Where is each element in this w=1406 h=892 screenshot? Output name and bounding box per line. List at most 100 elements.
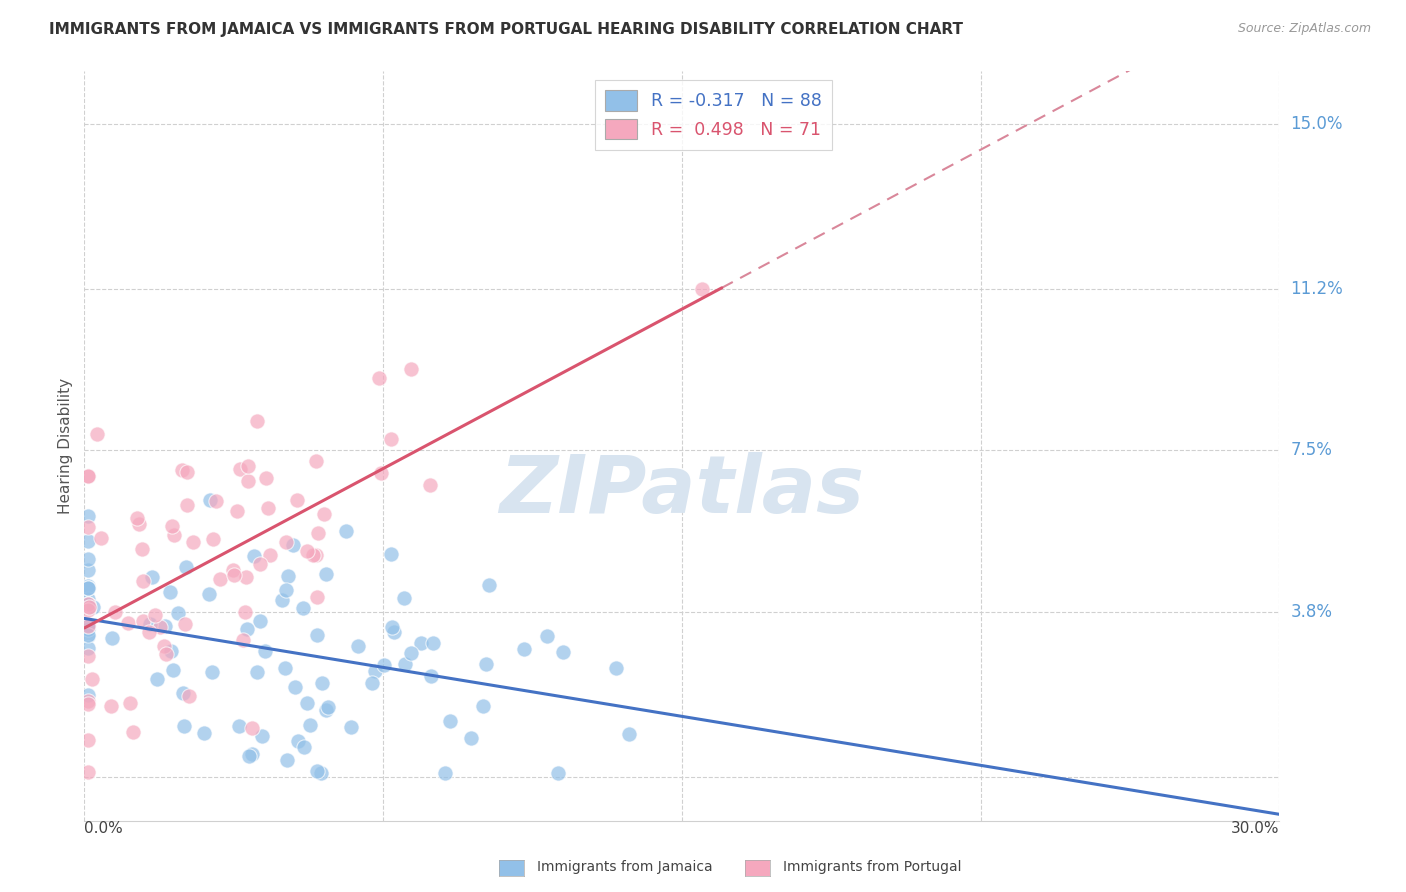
Point	[82, 599, 104, 614]
Point	[77, 579, 100, 593]
Point	[228, 719, 250, 733]
Point	[401, 647, 423, 661]
Point	[201, 665, 224, 680]
Point	[222, 563, 245, 577]
Text: Source: ZipAtlas.com: Source: ZipAtlas.com	[1237, 22, 1371, 36]
Text: 3.8%: 3.8%	[1291, 602, 1333, 621]
Point	[77, 603, 100, 617]
Point	[305, 549, 328, 563]
Point	[177, 689, 200, 703]
Point	[77, 640, 100, 655]
Text: 7.5%: 7.5%	[1291, 442, 1333, 459]
Point	[235, 605, 257, 619]
Point	[77, 581, 100, 595]
Point	[399, 362, 422, 376]
Point	[100, 699, 122, 714]
Point	[77, 592, 100, 607]
Point	[229, 461, 252, 475]
Point	[305, 591, 328, 605]
Point	[235, 569, 257, 583]
Point	[77, 618, 100, 632]
Text: Immigrants from Jamaica: Immigrants from Jamaica	[537, 860, 713, 874]
Point	[422, 635, 444, 649]
Text: Immigrants from Portugal: Immigrants from Portugal	[783, 860, 962, 874]
Point	[132, 615, 155, 629]
Text: 0.0%: 0.0%	[84, 821, 124, 836]
Point	[77, 520, 100, 534]
Text: 11.2%: 11.2%	[1291, 280, 1343, 298]
Point	[380, 432, 402, 446]
Point	[101, 631, 124, 645]
Point	[232, 632, 254, 647]
Point	[128, 517, 150, 532]
Point	[271, 593, 294, 607]
Point	[254, 644, 277, 658]
Point	[292, 739, 315, 754]
Point	[478, 577, 501, 591]
Point	[152, 640, 174, 654]
Point	[77, 629, 100, 643]
Point	[122, 724, 145, 739]
Point	[172, 463, 194, 477]
Point	[172, 686, 194, 700]
Point	[380, 547, 402, 561]
Text: 30.0%: 30.0%	[1232, 821, 1279, 836]
Point	[77, 468, 100, 483]
Point	[392, 591, 415, 605]
Point	[382, 625, 405, 640]
Point	[472, 699, 495, 714]
Point	[274, 661, 297, 675]
Point	[77, 469, 100, 483]
Point	[146, 673, 169, 687]
Point	[77, 509, 100, 524]
Point	[236, 622, 259, 636]
Point	[315, 566, 337, 581]
Point	[77, 597, 100, 611]
Point	[181, 535, 204, 549]
Point	[209, 572, 232, 586]
Point	[77, 619, 100, 633]
Point	[249, 614, 271, 628]
Point	[139, 616, 162, 631]
Y-axis label: Hearing Disability: Hearing Disability	[58, 378, 73, 514]
Point	[77, 551, 100, 566]
Point	[295, 696, 318, 710]
Point	[132, 574, 155, 588]
Point	[394, 657, 416, 672]
Point	[409, 636, 432, 650]
Point	[360, 675, 382, 690]
Point	[77, 618, 100, 632]
Point	[117, 615, 139, 630]
Point	[381, 620, 404, 634]
Point	[249, 557, 271, 571]
Point	[460, 731, 482, 745]
Point	[246, 414, 269, 428]
Point	[224, 567, 246, 582]
Point	[153, 619, 176, 633]
Point	[536, 629, 558, 643]
Point	[162, 663, 184, 677]
Point	[127, 510, 149, 524]
Point	[174, 560, 197, 574]
Text: 15.0%: 15.0%	[1291, 115, 1343, 133]
Point	[291, 601, 314, 615]
Point	[311, 676, 333, 690]
Point	[173, 617, 195, 632]
Point	[335, 524, 357, 538]
Legend: R = -0.317   N = 88, R =  0.498   N = 71: R = -0.317 N = 88, R = 0.498 N = 71	[595, 80, 832, 150]
Point	[240, 721, 263, 735]
Point	[80, 673, 103, 687]
Point	[159, 585, 181, 599]
Point	[439, 714, 461, 728]
Point	[340, 720, 363, 734]
Point	[198, 587, 221, 601]
Point	[368, 371, 391, 385]
Point	[305, 454, 328, 468]
Point	[120, 696, 142, 710]
Point	[302, 548, 325, 562]
Point	[513, 641, 536, 656]
Point	[149, 620, 172, 634]
Point	[202, 533, 225, 547]
Point	[297, 544, 319, 558]
Point	[143, 607, 166, 622]
